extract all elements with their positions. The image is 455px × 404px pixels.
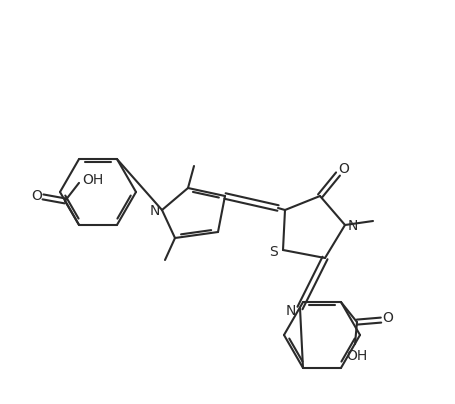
Text: N: N	[150, 204, 160, 218]
Text: O: O	[383, 311, 394, 325]
Text: O: O	[31, 189, 42, 203]
Text: N: N	[286, 304, 296, 318]
Text: N: N	[348, 219, 358, 233]
Text: O: O	[339, 162, 349, 176]
Text: OH: OH	[82, 173, 104, 187]
Text: OH: OH	[346, 349, 368, 363]
Text: S: S	[270, 245, 278, 259]
